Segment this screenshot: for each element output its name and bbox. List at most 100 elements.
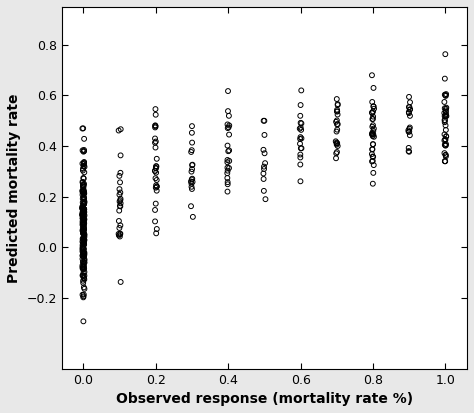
Point	[441, 117, 449, 123]
Point	[115, 232, 123, 239]
Point	[441, 158, 449, 164]
Point	[261, 150, 268, 157]
Point	[80, 249, 88, 256]
Point	[224, 164, 231, 171]
Point	[80, 244, 87, 251]
Point	[81, 285, 88, 292]
Point	[261, 160, 269, 166]
Point	[225, 112, 233, 119]
Point	[405, 127, 412, 134]
Point	[441, 136, 449, 142]
Point	[333, 149, 341, 155]
Point	[442, 152, 449, 158]
Point	[80, 194, 87, 200]
Point	[80, 201, 88, 207]
Point	[81, 220, 88, 227]
Point	[79, 125, 87, 132]
Point	[224, 175, 231, 181]
Point	[442, 122, 449, 129]
Point	[442, 113, 449, 120]
Point	[370, 128, 377, 134]
Point	[189, 176, 196, 182]
Point	[224, 179, 231, 185]
Point	[79, 180, 86, 186]
Point	[260, 163, 268, 170]
Point	[369, 141, 377, 147]
Point	[405, 148, 412, 154]
Point	[80, 294, 87, 301]
Point	[80, 186, 87, 193]
Point	[224, 170, 231, 176]
Point	[80, 218, 87, 225]
Point	[368, 158, 376, 165]
Point	[151, 206, 159, 213]
Point	[226, 158, 233, 164]
Point	[79, 272, 86, 279]
Point	[79, 199, 87, 206]
Point	[79, 246, 87, 253]
Point	[333, 140, 341, 147]
Point	[151, 139, 159, 146]
Point	[80, 188, 87, 195]
Point	[79, 272, 87, 278]
Point	[261, 117, 268, 124]
Point	[79, 220, 87, 226]
Point	[442, 92, 449, 98]
Point	[80, 180, 88, 187]
Point	[333, 108, 341, 115]
Point	[368, 130, 376, 136]
Point	[117, 222, 124, 229]
Point	[333, 108, 341, 115]
Point	[370, 131, 377, 138]
Point	[442, 93, 449, 99]
Point	[79, 205, 86, 211]
Point	[80, 161, 88, 167]
Point	[80, 191, 88, 197]
Point	[81, 164, 88, 170]
Point	[115, 230, 122, 237]
Point	[80, 184, 87, 190]
Point	[188, 176, 195, 183]
Point	[81, 190, 88, 197]
Point	[79, 210, 87, 216]
Point	[406, 124, 414, 131]
Point	[80, 235, 87, 241]
Point	[79, 211, 86, 217]
Point	[79, 229, 87, 235]
Point	[116, 233, 124, 240]
Point	[81, 232, 88, 238]
Point	[187, 149, 195, 155]
Point	[80, 227, 87, 234]
Point	[116, 203, 124, 209]
Point	[80, 148, 87, 155]
Point	[79, 227, 87, 234]
Point	[80, 291, 88, 298]
Point	[332, 155, 340, 161]
Point	[81, 250, 88, 256]
Point	[442, 141, 450, 147]
Point	[79, 265, 86, 272]
Point	[260, 166, 268, 172]
Point	[333, 121, 341, 128]
Point	[80, 159, 88, 165]
Point	[260, 176, 267, 182]
Point	[81, 169, 88, 176]
Point	[152, 106, 159, 112]
Point	[80, 221, 87, 228]
Point	[117, 200, 124, 206]
Point	[370, 103, 377, 109]
Point	[442, 133, 450, 140]
Point	[441, 150, 448, 157]
Point	[152, 200, 160, 207]
Point	[405, 128, 413, 135]
Point	[79, 235, 86, 242]
Point	[79, 278, 87, 284]
Point	[298, 120, 305, 127]
Point	[80, 190, 88, 196]
Point	[116, 179, 124, 185]
Point	[333, 96, 341, 102]
Point	[368, 131, 376, 138]
Point	[79, 210, 87, 216]
Point	[152, 184, 160, 191]
Point	[80, 188, 88, 194]
